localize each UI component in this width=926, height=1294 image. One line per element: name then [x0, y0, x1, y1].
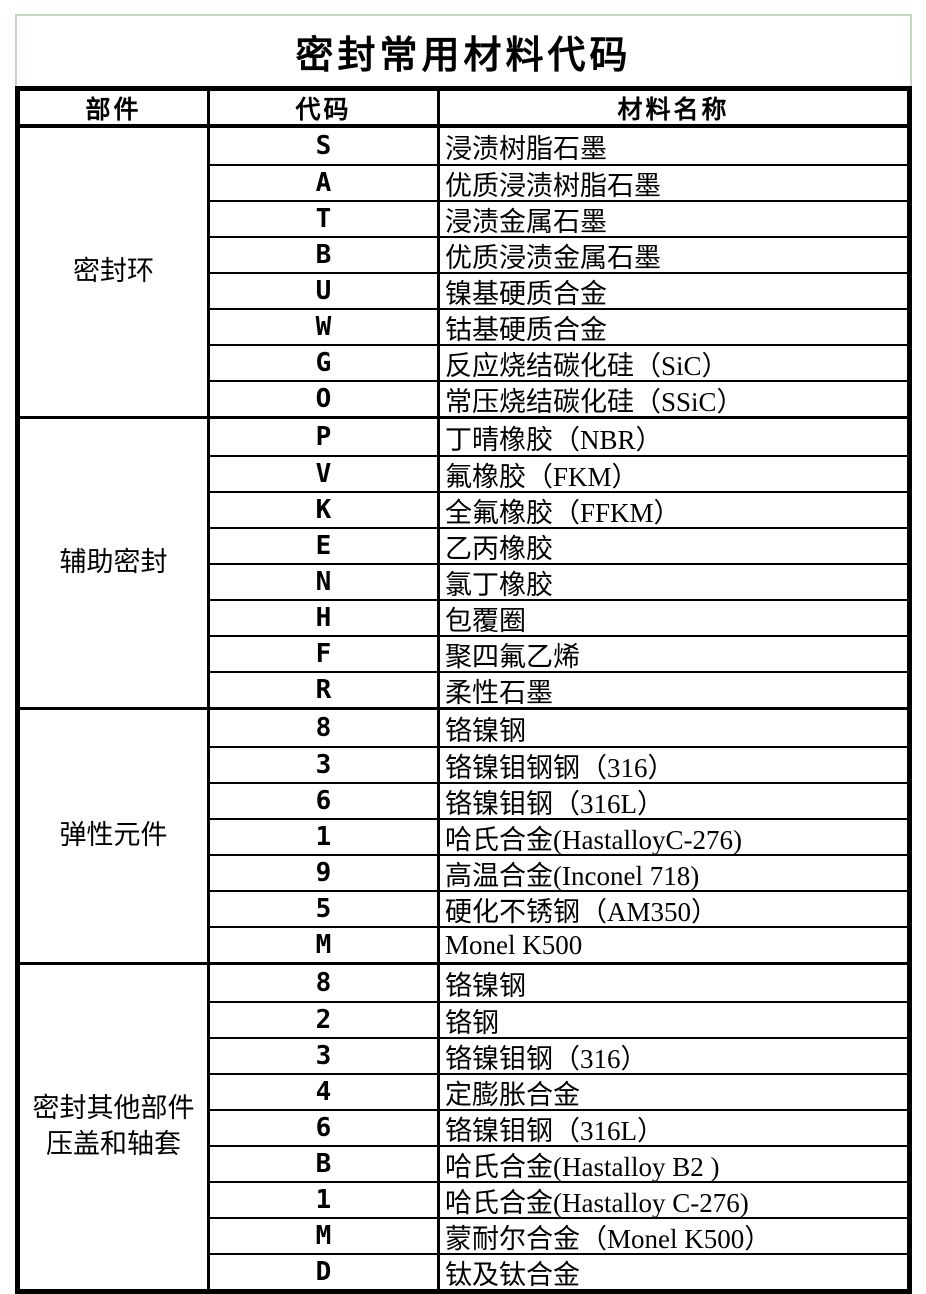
material-code-table: 部件 代码 材料名称 密封环 S 浸渍树脂石墨 A 优质浸渍树脂石墨 T 浸渍金属石墨 B 优质…	[15, 86, 912, 1294]
material-name-cell: 哈氏合金(HastalloyC-276)	[440, 818, 907, 854]
code-cell: R	[210, 671, 440, 707]
code-cell: O	[210, 380, 440, 416]
material-name-cell: 硬化不锈钢（AM350）	[440, 890, 907, 926]
code-cell: T	[210, 200, 440, 236]
code-cell: F	[210, 635, 440, 671]
material-name-cell: 定膨胀合金	[440, 1073, 907, 1109]
material-name-cell: 钴基硬质合金	[440, 308, 907, 344]
header-cell-material-name: 材料名称	[617, 96, 730, 124]
material-name-cell: 浸渍金属石墨	[440, 200, 907, 236]
code-cell: A	[210, 164, 440, 200]
code-cell: 6	[210, 782, 440, 818]
part-label-line: 压盖和轴套	[46, 1129, 181, 1159]
part-label-line: 密封其他部件	[32, 1093, 195, 1124]
material-name-cell: 铬镍钢	[445, 970, 526, 1001]
material-name-cell: 铬钢	[440, 1001, 907, 1037]
material-name-cell: Monel K500	[440, 926, 907, 962]
material-name-cell: 蒙耐尔合金（Monel K500）	[440, 1217, 907, 1253]
code-cell: D	[210, 1253, 440, 1289]
code-cell: S	[210, 128, 440, 164]
material-code-sheet: 密封常用材料代码 部件 代码 材料名称 密封环 S 浸渍树脂石墨 A 优质浸渍树脂石墨 T…	[15, 14, 912, 1294]
material-name-cell: 乙丙橡胶	[440, 527, 907, 563]
code-cell: 5	[210, 890, 440, 926]
code-cell: 1	[210, 1181, 440, 1217]
material-name-cell: 浸渍树脂石墨	[445, 133, 607, 164]
part-cell: 密封环	[20, 128, 210, 416]
code-cell: P	[210, 419, 440, 455]
code-cell: M	[210, 1217, 440, 1253]
code-cell: N	[210, 563, 440, 599]
material-name-cell: 铬镍钼钢（316L）	[440, 1109, 907, 1145]
material-name-cell: 丁晴橡胶（NBR）	[445, 424, 663, 455]
material-name-cell: 全氟橡胶（FFKM）	[440, 491, 907, 527]
table-section-1: 辅助密封 P 丁晴橡胶（NBR） V 氟橡胶（FKM） K 全氟橡胶（FFKM） E 乙丙橡胶 N…	[20, 419, 907, 710]
material-name-cell: 常压烧结碳化硅（SSiC）	[440, 380, 907, 416]
table-header-row: 部件 代码 材料名称	[20, 91, 907, 128]
code-cell: G	[210, 344, 440, 380]
material-name-cell: 氯丁橡胶	[440, 563, 907, 599]
material-name-cell: 哈氏合金(Hastalloy C-276)	[440, 1181, 907, 1217]
material-name-cell: 优质浸渍树脂石墨	[440, 164, 907, 200]
code-cell: V	[210, 455, 440, 491]
material-name-cell: 柔性石墨	[440, 671, 907, 707]
material-name-cell: 铬镍钼钢钢（316）	[440, 746, 907, 782]
material-name-cell: 哈氏合金(Hastalloy B2 )	[440, 1145, 907, 1181]
code-cell: 3	[210, 1037, 440, 1073]
code-cell: M	[210, 926, 440, 962]
code-cell: 3	[210, 746, 440, 782]
code-cell: B	[210, 1145, 440, 1181]
code-cell: H	[210, 599, 440, 635]
part-cell: 弹性元件	[20, 710, 210, 962]
material-name-cell: 反应烧结碳化硅（SiC）	[440, 344, 907, 380]
code-cell: U	[210, 272, 440, 308]
material-name-cell: 氟橡胶（FKM）	[440, 455, 907, 491]
header-cell-code: 代码	[210, 91, 440, 124]
table-section-2: 弹性元件 8 铬镍钢 3 铬镍钼钢钢（316） 6 铬镍钼钢（316L） 1 哈氏合金(Hast…	[20, 710, 907, 965]
material-name-cell: 铬镍钢	[445, 715, 526, 746]
code-cell: E	[210, 527, 440, 563]
material-name-cell: 镍基硬质合金	[440, 272, 907, 308]
code-cell: 8	[210, 710, 440, 746]
material-name-cell: 钛及钛合金	[440, 1253, 907, 1289]
table-body: 密封环 S 浸渍树脂石墨 A 优质浸渍树脂石墨 T 浸渍金属石墨 B 优质浸渍金属石墨 U 镍基硬质…	[20, 128, 907, 1289]
material-name-cell: 聚四氟乙烯	[440, 635, 907, 671]
code-cell: 1	[210, 818, 440, 854]
code-cell: B	[210, 236, 440, 272]
part-cell: 密封其他部件 压盖和轴套	[20, 965, 210, 1289]
table-section-3: 密封其他部件 压盖和轴套 8 铬镍钢 2 铬钢 3 铬镍钼钢（316） 4 定膨胀合金 6 铬镍钼钢（…	[20, 965, 907, 1289]
code-cell: 9	[210, 854, 440, 890]
code-cell: W	[210, 308, 440, 344]
header-cell-part: 部件	[20, 91, 210, 124]
part-cell: 辅助密封	[20, 419, 210, 707]
material-name-cell: 铬镍钼钢（316L）	[440, 782, 907, 818]
code-cell: K	[210, 491, 440, 527]
table-section-0: 密封环 S 浸渍树脂石墨 A 优质浸渍树脂石墨 T 浸渍金属石墨 B 优质浸渍金属石墨 U 镍基硬质…	[20, 128, 907, 419]
title-box: 密封常用材料代码	[15, 14, 912, 86]
code-cell: 2	[210, 1001, 440, 1037]
page-title: 密封常用材料代码	[295, 34, 632, 77]
material-name-cell: 包覆圈	[440, 599, 907, 635]
part-label-line: 弹性元件	[59, 820, 168, 851]
code-cell: 4	[210, 1073, 440, 1109]
material-name-cell: 高温合金(Inconel 718)	[440, 854, 907, 890]
code-cell: 8	[210, 965, 440, 1001]
material-name-cell: 优质浸渍金属石墨	[440, 236, 907, 272]
part-label-line: 密封环	[73, 256, 154, 287]
code-cell: 6	[210, 1109, 440, 1145]
material-name-cell: 铬镍钼钢（316）	[440, 1037, 907, 1073]
part-label-line: 辅助密封	[59, 547, 168, 578]
